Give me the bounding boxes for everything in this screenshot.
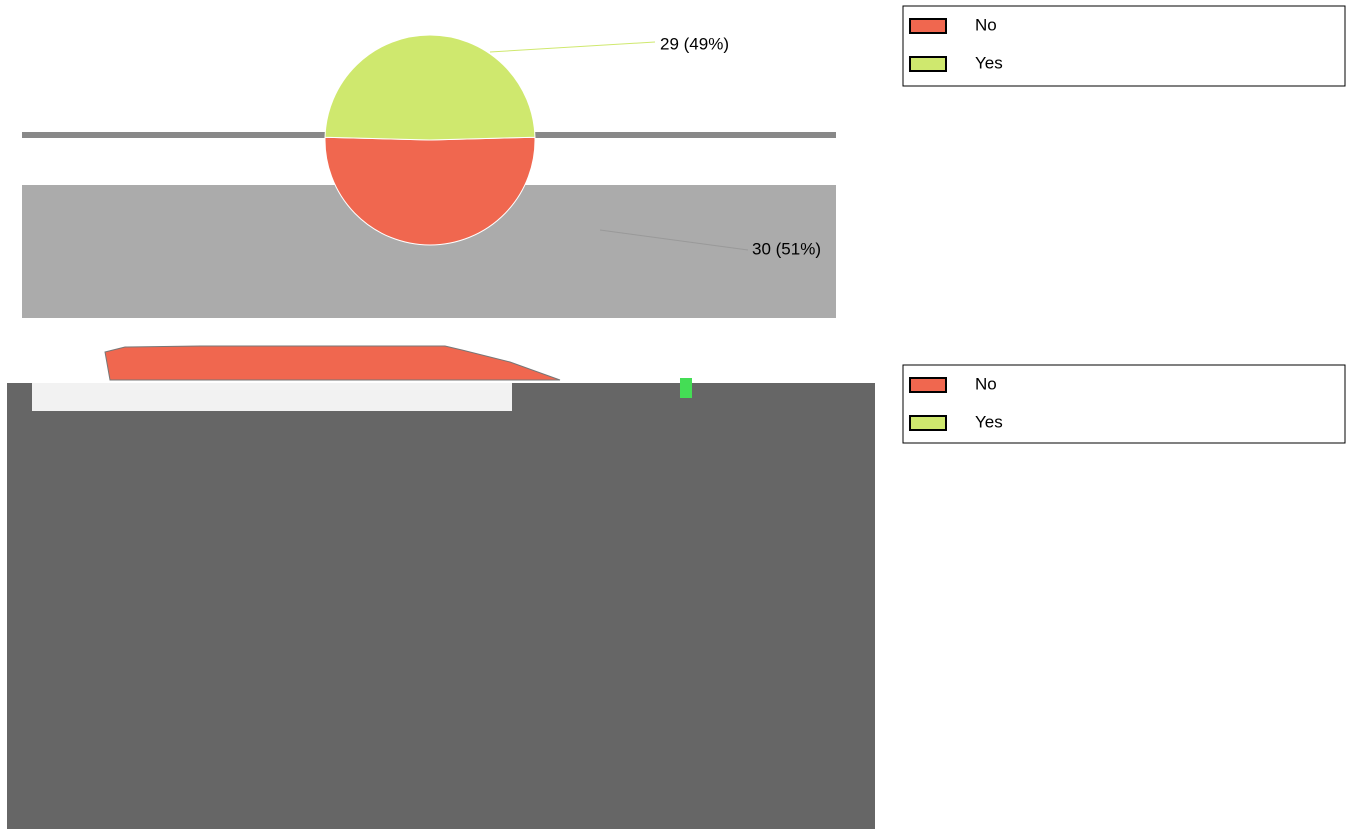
- legend-box: [902, 364, 1346, 444]
- legend-label: Yes: [975, 412, 1003, 431]
- leader-line: [599, 229, 749, 251]
- legend-swatch: [909, 415, 947, 431]
- legend-swatch: [909, 18, 947, 34]
- pie-slice: [324, 136, 536, 246]
- data-label: 29 (49%): [660, 34, 729, 53]
- legend-label: No: [975, 374, 997, 393]
- map-panel: [7, 345, 875, 829]
- pie-slice: [324, 34, 536, 141]
- legend: [902, 364, 1346, 444]
- map-region: [104, 345, 561, 381]
- legend-label: No: [975, 15, 997, 34]
- data-label: 30 (51%): [752, 239, 821, 258]
- leader-line: [489, 41, 656, 53]
- legend-swatch: [909, 56, 947, 72]
- legend: [902, 5, 1346, 87]
- legend-swatch: [909, 377, 947, 393]
- map-background: [7, 383, 875, 829]
- legend-box: [902, 5, 1346, 87]
- map-region: [680, 378, 692, 398]
- map-glitch: [32, 383, 512, 411]
- legend-label: Yes: [975, 53, 1003, 72]
